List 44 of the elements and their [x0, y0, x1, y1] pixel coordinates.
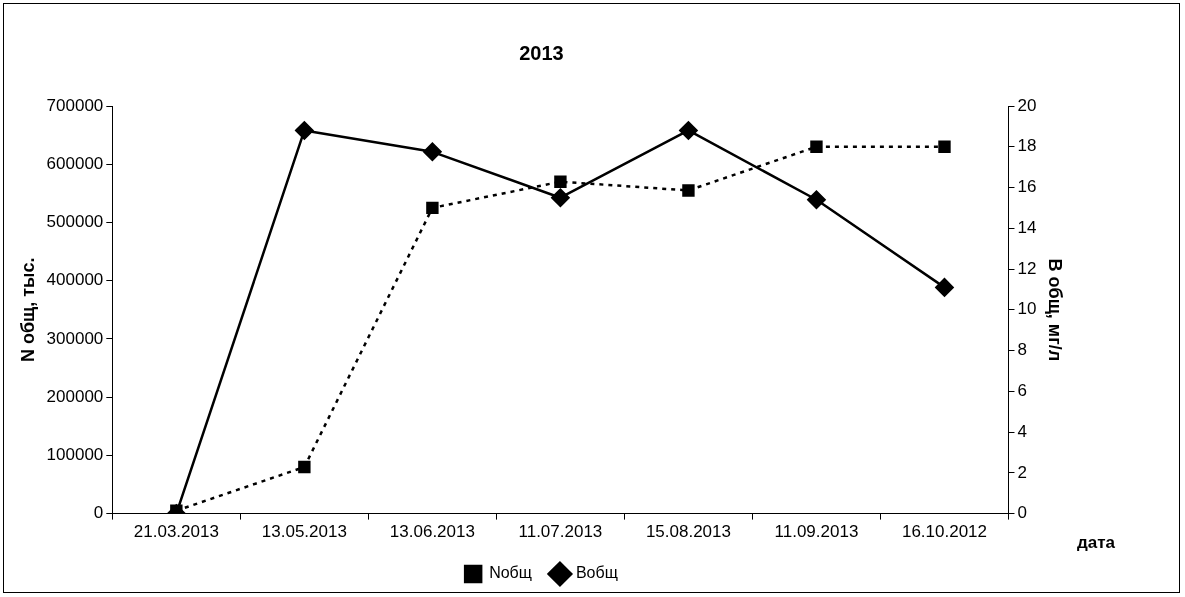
point — [807, 190, 826, 209]
x-tick-label: 16.10.2012 — [901, 522, 988, 542]
point — [682, 184, 695, 197]
y2-tick-label: 18 — [1017, 136, 1037, 156]
point — [935, 278, 954, 297]
y-tick-label: 300000 — [46, 328, 104, 348]
point — [810, 140, 823, 153]
x-tick-label: 15.08.2013 — [645, 522, 731, 542]
y2-tick-label: 16 — [1017, 177, 1037, 197]
y2-tick-label: 6 — [1017, 381, 1027, 401]
y-tick-label: 600000 — [46, 153, 104, 173]
y-tick-label: 400000 — [46, 270, 104, 290]
y2-tick-label: 12 — [1017, 258, 1037, 278]
x-tick-label: 21.03.2013 — [133, 522, 219, 542]
y-tick-label: 0 — [93, 503, 104, 523]
point — [426, 201, 439, 215]
point — [551, 188, 570, 207]
point — [938, 140, 951, 153]
y2-tick-label: 4 — [1017, 421, 1027, 441]
y2-tick-label: 8 — [1017, 340, 1027, 360]
point — [423, 142, 442, 162]
point — [554, 175, 567, 188]
y-tick-label: 500000 — [46, 212, 104, 232]
x-tick-label: 11.07.2013 — [518, 522, 603, 542]
point — [679, 121, 698, 140]
y-tick-label: 100000 — [46, 445, 104, 465]
y2-tick-label: 0 — [1017, 503, 1027, 523]
x-tick-label: 13.05.2013 — [261, 522, 347, 542]
x-axis-title: дата — [1077, 533, 1116, 553]
point — [298, 460, 311, 474]
y2-tick-label: 10 — [1017, 299, 1037, 319]
y2-tick-label: 20 — [1017, 95, 1037, 115]
y-tick-label: 700000 — [46, 95, 104, 115]
x-tick-label: 11.09.2013 — [774, 522, 859, 542]
y-tick-label: 200000 — [46, 386, 104, 406]
y2-tick-label: 2 — [1017, 462, 1027, 482]
point — [295, 121, 314, 140]
legend-label: Nобщ — [489, 564, 532, 582]
y2-axis-title: В общ, мг/л — [1045, 258, 1066, 362]
x-tick-label: 13.06.2013 — [389, 522, 475, 542]
y-axis-title: N общ, тыс. — [17, 257, 38, 363]
chart-title: 2013 — [519, 41, 564, 64]
y2-tick-label: 14 — [1017, 217, 1037, 237]
legend-label: Вобщ — [575, 564, 618, 582]
